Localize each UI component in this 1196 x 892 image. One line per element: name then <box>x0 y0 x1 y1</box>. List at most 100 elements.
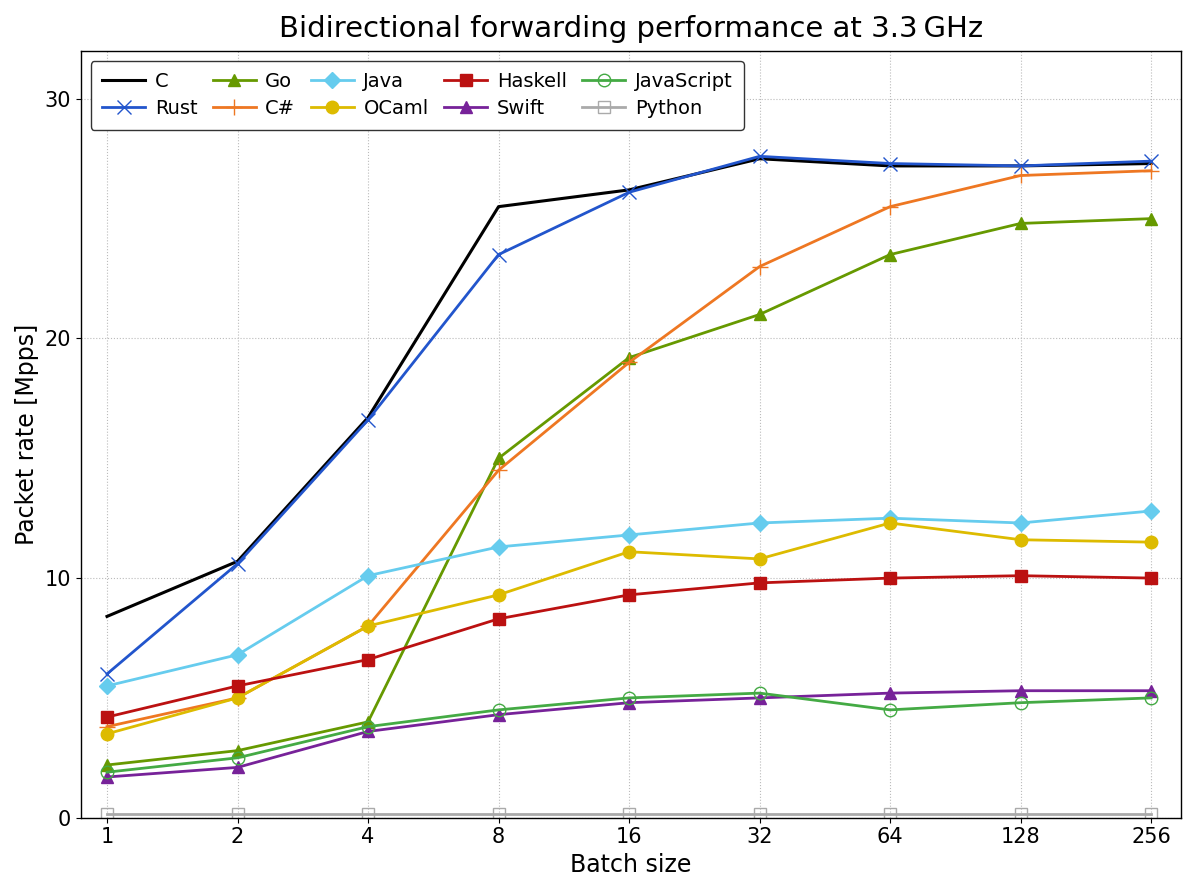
C# <box>752 261 767 272</box>
Y-axis label: Packet rate [Mpps]: Packet rate [Mpps] <box>16 324 39 545</box>
Swift <box>752 692 767 703</box>
Python <box>99 809 114 820</box>
C <box>752 153 767 164</box>
OCaml <box>883 517 897 528</box>
Java <box>622 530 636 541</box>
JavaScript <box>1143 692 1158 703</box>
C <box>883 161 897 171</box>
Java <box>231 649 245 660</box>
Line: JavaScript: JavaScript <box>100 687 1158 779</box>
C# <box>883 202 897 212</box>
Line: Python: Python <box>100 808 1158 821</box>
Rust <box>231 558 245 569</box>
Line: Haskell: Haskell <box>100 569 1158 723</box>
Swift <box>361 726 376 737</box>
Python <box>622 809 636 820</box>
OCaml <box>231 692 245 703</box>
C <box>99 611 114 622</box>
Swift <box>1013 685 1027 696</box>
Java <box>361 570 376 581</box>
Rust <box>883 158 897 169</box>
C <box>1013 161 1027 171</box>
Swift <box>231 762 245 772</box>
Java <box>99 681 114 691</box>
Python <box>492 809 506 820</box>
JavaScript <box>492 705 506 715</box>
Java <box>1013 517 1027 528</box>
C# <box>622 357 636 368</box>
Go <box>1143 213 1158 224</box>
C <box>492 202 506 212</box>
Swift <box>1143 685 1158 696</box>
Line: Rust: Rust <box>100 149 1158 681</box>
Python <box>1013 809 1027 820</box>
Line: Swift: Swift <box>100 684 1158 783</box>
Line: Java: Java <box>102 506 1157 691</box>
Rust <box>361 415 376 425</box>
Rust <box>1013 161 1027 171</box>
Go <box>231 746 245 756</box>
Haskell <box>99 712 114 723</box>
Rust <box>1143 156 1158 167</box>
OCaml <box>361 621 376 632</box>
C <box>231 556 245 566</box>
Python <box>883 809 897 820</box>
Python <box>1143 809 1158 820</box>
Line: Go: Go <box>100 212 1158 772</box>
Go <box>752 310 767 320</box>
Java <box>492 541 506 552</box>
Haskell <box>1143 573 1158 583</box>
Swift <box>99 772 114 782</box>
Rust <box>492 249 506 260</box>
Go <box>361 716 376 727</box>
Legend: C, Rust, Go, C#, Java, OCaml, Haskell, Swift, JavaScript, Python: C, Rust, Go, C#, Java, OCaml, Haskell, S… <box>91 61 744 129</box>
Haskell <box>1013 570 1027 581</box>
Java <box>1143 506 1158 516</box>
X-axis label: Batch size: Batch size <box>570 853 691 877</box>
Java <box>752 517 767 528</box>
Haskell <box>752 577 767 588</box>
Haskell <box>361 654 376 665</box>
Haskell <box>492 614 506 624</box>
OCaml <box>99 729 114 739</box>
JavaScript <box>231 753 245 764</box>
Python <box>361 809 376 820</box>
OCaml <box>752 554 767 565</box>
Rust <box>622 187 636 198</box>
Line: C: C <box>106 159 1151 616</box>
C# <box>231 692 245 703</box>
Java <box>883 513 897 524</box>
OCaml <box>1143 537 1158 548</box>
OCaml <box>492 590 506 600</box>
Swift <box>883 688 897 698</box>
Python <box>231 809 245 820</box>
JavaScript <box>752 688 767 698</box>
Title: Bidirectional forwarding performance at 3.3 GHz: Bidirectional forwarding performance at … <box>279 15 983 43</box>
JavaScript <box>622 692 636 703</box>
Go <box>1013 218 1027 228</box>
Go <box>99 760 114 771</box>
C# <box>1013 170 1027 181</box>
Rust <box>752 151 767 161</box>
Python <box>752 809 767 820</box>
Swift <box>492 709 506 720</box>
Go <box>883 249 897 260</box>
C <box>361 412 376 423</box>
JavaScript <box>361 722 376 732</box>
Swift <box>622 698 636 708</box>
Haskell <box>883 573 897 583</box>
JavaScript <box>883 705 897 715</box>
Haskell <box>622 590 636 600</box>
Rust <box>99 669 114 680</box>
Haskell <box>231 681 245 691</box>
JavaScript <box>99 767 114 778</box>
C# <box>1143 165 1158 176</box>
OCaml <box>622 547 636 558</box>
C# <box>492 465 506 475</box>
C# <box>361 621 376 632</box>
Line: OCaml: OCaml <box>100 516 1158 740</box>
Go <box>622 352 636 363</box>
JavaScript <box>1013 698 1027 708</box>
OCaml <box>1013 534 1027 545</box>
Line: C#: C# <box>99 163 1159 734</box>
